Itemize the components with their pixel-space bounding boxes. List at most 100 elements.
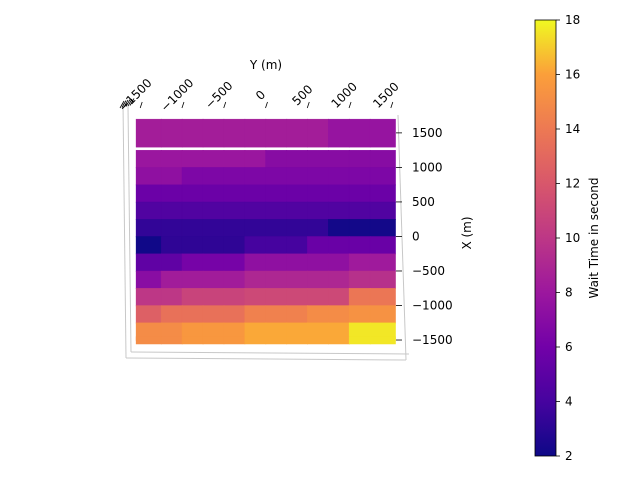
- heatmap-cell: [223, 219, 246, 238]
- heatmap-cell: [265, 305, 288, 324]
- heatmap-cell: [160, 167, 183, 186]
- heatmap-cell: [202, 149, 225, 169]
- heatmap-cell: [265, 236, 288, 255]
- heatmap-cell: [223, 336, 246, 345]
- top-tick-mark: [139, 101, 143, 109]
- top-tick-label: −1500: [116, 76, 155, 115]
- top-tick-mark: [306, 101, 310, 109]
- heatmap-cell: [307, 288, 329, 307]
- heatmap-cell: [244, 270, 267, 289]
- heatmap-cell: [369, 201, 396, 220]
- heatmap-cell: [328, 236, 350, 255]
- y-axis-ticks-top: −1500 −1000 −500 0 500 1000 1500: [116, 76, 402, 115]
- heatmap-cell: [244, 305, 267, 324]
- heatmap-cell: [328, 336, 350, 345]
- heatmap-cell: [307, 270, 329, 289]
- heatmap-cell: [307, 167, 329, 186]
- heatmap-cell: [348, 149, 371, 169]
- heatmap-cell: [348, 118, 371, 148]
- right-tick-label: 1500: [412, 126, 443, 140]
- right-axis-label: X (m): [460, 216, 474, 249]
- corner-tick-mark: [129, 98, 135, 106]
- heatmap-cell: [369, 253, 396, 272]
- heatmap-cell: [244, 219, 267, 238]
- heatmap-cell: [286, 253, 309, 272]
- heatmap-cell: [160, 201, 183, 220]
- heatmap-cell: [181, 149, 204, 169]
- heatmap-cell: [160, 118, 183, 148]
- right-tick-label: 1000: [412, 160, 443, 174]
- right-tick-label: −1500: [412, 333, 453, 347]
- heatmap-cell: [286, 184, 309, 203]
- heatmap-cell: [286, 118, 309, 148]
- heatmap-cell: [244, 149, 267, 169]
- corner-tick-mark: [121, 100, 127, 108]
- heatmap-cell: [328, 270, 350, 289]
- heatmap-cell: [135, 253, 162, 272]
- corner-tick-mark: [127, 98, 133, 107]
- heatmap-cell: [160, 253, 183, 272]
- heatmap-cell: [160, 219, 183, 238]
- heatmap-cell: [244, 253, 267, 272]
- heatmap-cell: [244, 288, 267, 307]
- top-tick-label: 500: [289, 82, 315, 108]
- corner-tick-mark: [119, 100, 125, 109]
- right-tick-label: −1000: [412, 299, 453, 313]
- heatmap-cell: [286, 336, 309, 345]
- heatmap-cell: [286, 201, 309, 220]
- heatmap-cell: [265, 336, 288, 345]
- heatmap-cell: [307, 305, 329, 324]
- heatmap-cell: [181, 288, 204, 307]
- heatmap-cell: [348, 201, 371, 220]
- heatmap-cell: [135, 236, 162, 255]
- heatmap-cell: [369, 219, 396, 238]
- heatmap-cell: [202, 305, 225, 324]
- x-axis-ticks-right: 1500 1000 500 0 −500 −1000 −1500: [396, 126, 453, 347]
- heatmap-cell: [286, 270, 309, 289]
- right-tick-label: −500: [412, 264, 445, 278]
- heatmap-cell: [369, 288, 396, 307]
- top-axis-label: Y (m): [249, 58, 282, 72]
- heatmap-cell: [160, 336, 183, 345]
- heatmap-cell: [328, 201, 350, 220]
- heatmap-cells: [135, 118, 396, 345]
- colorbar-tick-label: 2: [565, 449, 573, 463]
- heatmap-cell: [348, 236, 371, 255]
- heatmap-cell: [328, 184, 350, 203]
- top-tick-label: −500: [202, 79, 235, 112]
- colorbar-tick-label: 10: [565, 231, 580, 245]
- top-tick-mark: [223, 101, 227, 109]
- heatmap-cell: [328, 288, 350, 307]
- heatmap-cell: [223, 118, 246, 148]
- heatmap-cell: [265, 253, 288, 272]
- heatmap-cell: [202, 118, 225, 148]
- heatmap-cell: [202, 288, 225, 307]
- right-tick-label: 0: [412, 229, 420, 243]
- heatmap-cell: [369, 167, 396, 186]
- heatmap-cell: [135, 336, 162, 345]
- top-tick-mark: [265, 101, 268, 109]
- heatmap-cell: [265, 167, 288, 186]
- heatmap-cell: [328, 149, 350, 169]
- heatmap-cell: [369, 270, 396, 289]
- top-tick-mark: [348, 101, 352, 109]
- heatmap-cell: [265, 118, 288, 148]
- heatmap-cell: [135, 270, 162, 289]
- heatmap-cell: [202, 236, 225, 255]
- heatmap-cell: [369, 149, 396, 169]
- colorbar-tick-label: 4: [565, 395, 573, 409]
- heatmap-cell: [202, 184, 225, 203]
- heatmap-cell: [135, 118, 162, 148]
- heatmap-cell: [181, 236, 204, 255]
- heatmap-cell: [202, 270, 225, 289]
- heatmap-cell: [265, 219, 288, 238]
- heatmap-cell: [286, 288, 309, 307]
- heatmap-cell: [223, 201, 246, 220]
- colorbar-tick-label: 12: [565, 177, 580, 191]
- heatmap-cell: [369, 184, 396, 203]
- heatmap-cell: [181, 336, 204, 345]
- heatmap-cell: [160, 149, 183, 169]
- top-tick-label: 1500: [370, 79, 401, 110]
- heatmap-cell: [181, 219, 204, 238]
